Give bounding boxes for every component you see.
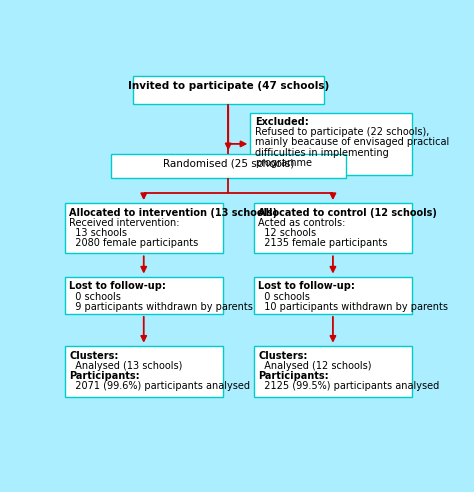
FancyBboxPatch shape: [254, 346, 412, 397]
FancyBboxPatch shape: [65, 203, 223, 253]
Text: Clusters:: Clusters:: [69, 351, 118, 361]
Text: Participants:: Participants:: [258, 371, 329, 381]
FancyBboxPatch shape: [65, 346, 223, 397]
Text: Received intervention:: Received intervention:: [69, 218, 180, 228]
Text: Randomised (25 schools): Randomised (25 schools): [163, 158, 294, 168]
FancyBboxPatch shape: [254, 203, 412, 253]
Text: 0 schools: 0 schools: [69, 292, 121, 302]
Text: Lost to follow-up:: Lost to follow-up:: [258, 281, 355, 291]
Text: Lost to follow-up:: Lost to follow-up:: [69, 281, 166, 291]
Text: 10 participants withdrawn by parents: 10 participants withdrawn by parents: [258, 302, 448, 311]
Text: Excluded:: Excluded:: [255, 117, 309, 127]
Text: 2125 (99.5%) participants analysed: 2125 (99.5%) participants analysed: [258, 381, 439, 391]
Text: Allocated to control (12 schools): Allocated to control (12 schools): [258, 208, 437, 218]
Text: 2080 female participants: 2080 female participants: [69, 238, 199, 248]
Text: 13 schools: 13 schools: [69, 228, 127, 238]
FancyBboxPatch shape: [110, 154, 346, 178]
Text: difficulties in implementing: difficulties in implementing: [255, 148, 388, 157]
Text: Invited to participate (47 schools): Invited to participate (47 schools): [128, 81, 329, 91]
Text: 12 schools: 12 schools: [258, 228, 317, 238]
Text: 2135 female participants: 2135 female participants: [258, 238, 388, 248]
FancyBboxPatch shape: [254, 277, 412, 314]
Text: Refused to participate (22 schools),: Refused to participate (22 schools),: [255, 127, 429, 137]
Text: Allocated to intervention (13 schools): Allocated to intervention (13 schools): [69, 208, 277, 218]
Text: Participants:: Participants:: [69, 371, 140, 381]
FancyBboxPatch shape: [250, 113, 412, 175]
Text: programme: programme: [255, 157, 312, 168]
Text: Analysed (12 schools): Analysed (12 schools): [258, 361, 372, 370]
Text: Clusters:: Clusters:: [258, 351, 308, 361]
FancyBboxPatch shape: [133, 76, 324, 104]
FancyBboxPatch shape: [65, 277, 223, 314]
Text: Analysed (13 schools): Analysed (13 schools): [69, 361, 182, 370]
Text: 9 participants withdrawn by parents: 9 participants withdrawn by parents: [69, 302, 253, 311]
Text: mainly beacause of envisaged practical: mainly beacause of envisaged practical: [255, 137, 449, 148]
Text: Acted as controls:: Acted as controls:: [258, 218, 346, 228]
Text: 0 schools: 0 schools: [258, 292, 310, 302]
Text: 2071 (99.6%) participants analysed: 2071 (99.6%) participants analysed: [69, 381, 250, 391]
